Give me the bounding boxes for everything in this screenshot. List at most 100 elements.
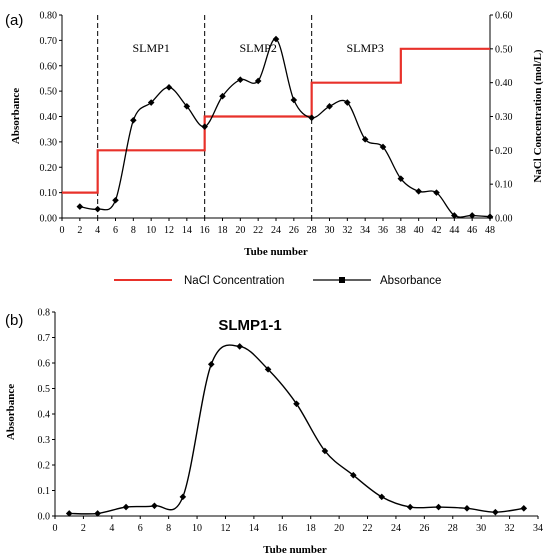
panel-b-y-axis-label: Absorbance [5,384,17,440]
panel-a-absorbance-point [254,77,262,85]
panel-a-y-tick-label: 0.10 [40,188,58,199]
panel-a-label: (a) [5,12,23,29]
panel-b-x-tick-label: 28 [448,523,458,534]
panel-a-x-tick-label: 22 [253,225,263,236]
panel-b-absorbance-point [378,493,386,501]
panel-a-x-tick-label: 36 [378,225,388,236]
panel-b-absorbance-point [94,510,101,517]
panel-b-absorbance-point [520,505,528,512]
panel-a-x-tick-label: 46 [467,225,477,236]
panel-a-absorbance-point [290,96,298,104]
panel-a-absorbance-point [486,213,494,221]
panel-a-y-tick-label: 0.80 [40,11,58,22]
panel-a-y2-tick-label: 0.00 [495,214,513,225]
panel-a-region-label: SLMP3 [346,41,383,55]
panel-b-x-tick-label: 20 [334,523,344,534]
panel-a-y-tick-label: 0.30 [40,137,58,148]
panel-b-x-tick-label: 16 [277,523,287,534]
panel-a-absorbance-point [147,99,155,106]
panel-a-y2-tick-label: 0.20 [495,146,513,157]
panel-b-absorbance-point [207,360,215,368]
panel-a-absorbance-point [76,203,84,210]
panel-a-y2-tick-label: 0.60 [495,11,513,22]
panel-b-y-tick-label: 0.8 [38,308,51,319]
panel-b-x-tick-label: 10 [192,523,202,534]
panel-b-absorbance-point [122,503,130,511]
panel-b-y-tick-label: 0.7 [38,333,51,344]
panel-b-absorbance-point [264,366,272,373]
panel-b-title: SLMP1-1 [218,317,281,334]
panel-a-x-tick-label: 34 [360,225,370,236]
panel-a-absorbance-line [79,38,491,218]
panel-a-absorbance-point [165,84,173,91]
panel-a-absorbance-point [415,188,422,195]
panel-b-x-tick-label: 22 [363,523,373,534]
panel-b-absorbance-point [321,447,329,455]
panel-b-x-tick-label: 26 [419,523,429,534]
panel-b-absorbance-point [350,471,357,479]
panel-b-absorbance-point [179,493,187,501]
panel-a-y2-tick-label: 0.40 [495,78,513,89]
panel-a-region-label: SLMP2 [239,41,276,55]
panel-a-absorbance-point [201,123,208,130]
panel-b-y-tick-label: 0.0 [38,512,51,523]
panel-b-x-tick-label: 12 [220,523,230,534]
panel-a-y-axis-label: Absorbance [10,88,22,144]
panel-a-x-tick-label: 30 [325,225,335,236]
legend-nacl-label: NaCl Concentration [184,275,284,287]
panel-a-absorbance-point [237,76,244,84]
panel-a-y-tick-label: 0.70 [40,36,58,47]
panel-b-x-tick-label: 30 [476,523,486,534]
panel-a-absorbance-point [219,92,226,100]
panel-b-x-tick-label: 4 [109,523,114,534]
panel-b-y-tick-label: 0.1 [38,486,51,497]
panel-a-x-tick-label: 0 [60,225,65,236]
panel-b-absorbance-point [293,400,300,408]
panel-a-x-tick-label: 44 [449,225,459,236]
panel-a-absorbance-point [130,117,137,124]
panel-b-y-tick-label: 0.3 [38,435,51,446]
panel-a-x-axis-label: Tube number [244,246,308,258]
panel-a-x-tick-label: 14 [182,225,192,236]
panel-a-absorbance-point [379,143,387,151]
panel-a-absorbance-point [344,99,351,106]
panel-b-y-tick-label: 0.5 [38,384,51,395]
panel-a-y-tick-label: 0.20 [40,163,58,174]
panel-a-x-tick-label: 18 [218,225,228,236]
panel-a-y2-tick-label: 0.30 [495,112,513,123]
panel-b-y-tick-label: 0.4 [38,410,51,421]
panel-a-absorbance-point [112,196,119,204]
panel-a-absorbance-point [361,136,369,143]
panel-a-x-tick-label: 24 [271,225,281,236]
panel-a-x-tick-label: 40 [414,225,424,236]
chart-marks: 0 2 4 6 8 10 12 14 16 18 20 22 24 26 28 30 32 34 36 38 40 42 4… [38,11,544,535]
panel-b-absorbance-point [492,508,499,516]
panel-a-x-tick-label: 42 [432,225,442,236]
panel-b-absorbance-point [435,503,442,511]
panel-b-x-tick-label: 2 [81,523,86,534]
panel-a-y-tick-label: 0.00 [40,214,58,225]
panel-a-x-tick-label: 4 [95,225,100,236]
panel-b-x-axis-label: Tube number [263,544,327,556]
panel-b-x-tick-label: 6 [138,523,143,534]
panel-a-absorbance-point [326,103,333,110]
panel-a-x-tick-label: 8 [131,225,136,236]
panel-a-y-tick-label: 0.50 [40,87,58,98]
panel-a-y-tick-label: 0.60 [40,61,58,72]
panel-a-y-tick-label: 0.40 [40,112,58,123]
panel-a-x-tick-label: 38 [396,225,406,236]
panel-a-x-tick-label: 48 [485,225,495,236]
panel-a-region-label: SLMP1 [132,41,169,55]
panel-b-absorbance-line [69,344,524,515]
panel-b-label: (b) [5,312,23,329]
panel-a-absorbance-point [468,212,476,219]
panel-a-absorbance-point [433,189,440,196]
panel-b-absorbance-point [65,510,73,517]
panel-b-x-tick-label: 34 [533,523,543,534]
panel-b-x-tick-label: 8 [166,523,171,534]
panel-b-absorbance-point [151,502,158,510]
panel-a-y2-tick-label: 0.10 [495,180,513,191]
legend-absorbance-marker [339,277,345,283]
legend-absorbance-label: Absorbance [380,275,441,287]
